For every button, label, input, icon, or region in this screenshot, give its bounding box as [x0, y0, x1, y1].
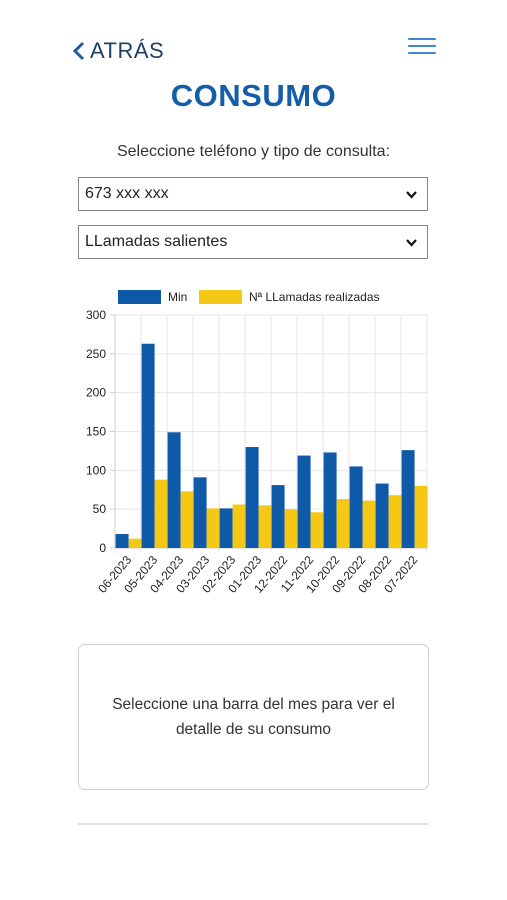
- consumption-bar-chart: 05010015020025030006-202305-202304-20230…: [86, 290, 428, 596]
- legend-label-min: Min: [168, 290, 187, 304]
- bar-calls[interactable]: [206, 508, 220, 548]
- legend-label-calls: Nª LLamadas realizadas: [249, 290, 380, 304]
- y-tick-label: 300: [86, 308, 106, 322]
- detail-info-text: Seleccione una barra del mes para ver el…: [112, 696, 395, 738]
- bar-min[interactable]: [245, 447, 259, 548]
- hamburger-menu-icon[interactable]: [408, 38, 436, 58]
- page-title: CONSUMO: [170, 78, 337, 113]
- bar-min[interactable]: [323, 452, 337, 548]
- bar-min[interactable]: [115, 534, 129, 548]
- bar-calls[interactable]: [336, 499, 350, 548]
- bar-calls[interactable]: [258, 505, 272, 548]
- bar-min[interactable]: [297, 455, 311, 548]
- bar-min[interactable]: [375, 483, 389, 548]
- legend-swatch-calls: [199, 290, 242, 304]
- y-tick-label: 0: [99, 541, 106, 555]
- legend-swatch-min: [118, 290, 161, 304]
- y-tick-label: 100: [86, 463, 106, 477]
- bar-calls[interactable]: [154, 479, 168, 548]
- query-type-select-value: LLamadas salientes: [85, 233, 228, 250]
- bar-min[interactable]: [167, 432, 181, 548]
- phone-select-value: 673 xxx xxx: [85, 185, 169, 202]
- bar-calls[interactable]: [388, 495, 402, 548]
- bar-calls[interactable]: [128, 538, 142, 548]
- chevron-down-icon: [406, 238, 417, 247]
- bar-calls[interactable]: [414, 485, 428, 548]
- y-tick-label: 250: [86, 347, 106, 361]
- bar-min[interactable]: [219, 508, 233, 548]
- bar-min[interactable]: [401, 450, 415, 548]
- y-tick-label: 150: [86, 425, 106, 439]
- back-button[interactable]: ATRÁS: [72, 38, 164, 64]
- y-tick-label: 50: [93, 502, 107, 516]
- bar-min[interactable]: [349, 466, 363, 548]
- bar-calls[interactable]: [310, 512, 324, 548]
- chevron-down-icon: [406, 190, 417, 199]
- back-label: ATRÁS: [90, 38, 165, 63]
- query-type-select[interactable]: LLamadas salientes: [78, 225, 428, 259]
- bar-calls[interactable]: [284, 509, 298, 548]
- divider: [78, 823, 429, 825]
- bar-min[interactable]: [193, 477, 207, 548]
- y-tick-label: 200: [86, 386, 106, 400]
- phone-select[interactable]: 673 xxx xxx: [78, 177, 428, 211]
- chevron-left-icon: [72, 41, 85, 61]
- bar-calls[interactable]: [232, 504, 246, 548]
- bar-min[interactable]: [141, 343, 155, 548]
- bar-calls[interactable]: [362, 500, 376, 548]
- bar-calls[interactable]: [180, 491, 194, 548]
- bar-min[interactable]: [271, 485, 285, 548]
- detail-info-box: Seleccione una barra del mes para ver el…: [78, 644, 429, 790]
- select-prompt: Seleccione teléfono y tipo de consulta:: [116, 143, 391, 160]
